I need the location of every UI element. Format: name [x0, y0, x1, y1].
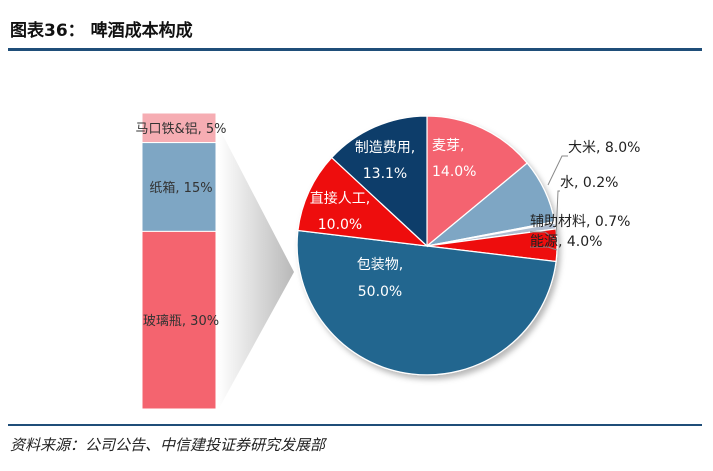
pie-leader-item-3	[530, 231, 558, 242]
pie-slice-item-6	[297, 156, 429, 247]
bar-label-item-2: 玻璃瓶, 30%	[143, 314, 219, 329]
pie-leader-item-1	[547, 155, 568, 186]
pie-value-item-6: 10.0%	[318, 217, 362, 233]
pie-slice-item-5	[296, 229, 557, 376]
pie-chart	[296, 115, 558, 376]
pie-label-item-5: 包装物,	[357, 257, 403, 273]
pie-leader-item-4	[530, 246, 558, 251]
source-note: 资料来源：公司公告、中信建投证券研究发展部	[10, 436, 326, 454]
pie-leader-item-2	[555, 190, 560, 237]
bar-segment-item-0	[141, 112, 217, 144]
pie-label-item-1: 大米, 8.0%	[568, 140, 640, 156]
pie-label-item-2: 水, 0.2%	[560, 175, 618, 191]
pie-labels: 麦芽, 14.0% 大米, 8.0% 水, 0.2% 辅助材料, 0.7% 能源, 4.0…	[310, 138, 641, 300]
breakout-funnel	[218, 126, 294, 410]
pie-value-item-7: 13.1%	[363, 166, 407, 182]
pie-leader-lines	[530, 155, 568, 251]
pie-slice-item-7	[330, 115, 428, 248]
pie-slice-item-0	[426, 115, 529, 248]
pie-value-item-5: 50.0%	[358, 284, 402, 300]
bar-segment-item-1	[141, 142, 217, 232]
pie-label-item-4: 能源, 4.0%	[530, 234, 602, 250]
pie-label-item-3: 辅助材料, 0.7%	[530, 214, 630, 230]
bar-label-item-0: 马口铁&铝, 5%	[135, 122, 226, 137]
pie-label-item-0: 麦芽,	[432, 138, 464, 154]
bar-label-item-1: 纸箱, 15%	[149, 180, 212, 196]
footer-divider	[8, 424, 702, 426]
chart-title: 图表36： 啤酒成本构成	[10, 21, 193, 41]
title-divider	[8, 48, 702, 51]
pie-label-item-6: 直接人工,	[310, 190, 370, 207]
stacked-bar: 马口铁&铝, 5% 纸箱, 15% 玻璃瓶, 30%	[135, 112, 227, 410]
pie-value-item-0: 14.0%	[432, 164, 476, 180]
pie-label-item-7: 制造费用,	[355, 140, 415, 156]
bar-segment-item-2	[141, 230, 217, 410]
